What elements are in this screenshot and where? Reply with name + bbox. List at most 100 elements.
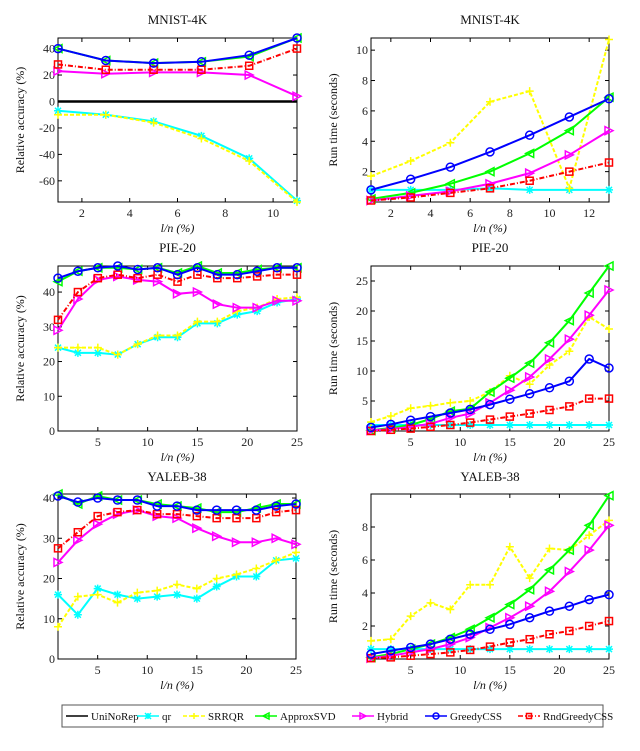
circle-marker (366, 185, 376, 195)
plus-marker (101, 110, 110, 119)
asterisk-marker (367, 645, 375, 654)
square-marker (604, 616, 614, 626)
circle-marker (505, 619, 515, 630)
circle-marker (291, 499, 301, 509)
legend-box (61, 704, 604, 728)
circle-marker (465, 629, 475, 639)
x-tick-label: 10 (454, 435, 466, 449)
square-marker (192, 511, 202, 521)
series-GreedyCSS (53, 33, 302, 68)
circle-marker (73, 266, 83, 276)
x-tick-label: 10 (544, 206, 556, 220)
triangle-right-marker (211, 531, 223, 542)
circle-marker (152, 262, 163, 273)
asterisk-marker (565, 421, 574, 429)
asterisk-marker (585, 421, 594, 429)
y-axis-label: Relative accuracy (%) (13, 523, 27, 630)
square-marker (545, 630, 554, 639)
plus-marker (545, 544, 554, 553)
triangle-right-marker (445, 412, 457, 424)
circle-marker (172, 501, 182, 511)
triangle-right-marker (604, 125, 615, 136)
plus-marker (386, 412, 395, 420)
asterisk-marker (153, 592, 162, 601)
plus-marker (605, 35, 613, 44)
plus-marker (486, 580, 494, 589)
x-tick-label: 15 (191, 663, 203, 677)
circle-marker (251, 505, 262, 515)
triangle-right-marker (251, 537, 263, 548)
asterisk-marker (252, 572, 261, 581)
circle-marker (192, 262, 203, 273)
asterisk-marker (144, 712, 152, 720)
plus-marker (486, 97, 494, 106)
x-tick-label: 20 (553, 663, 565, 677)
y-tick-label: 0 (49, 652, 55, 666)
plus-marker (54, 622, 62, 631)
square-marker (149, 65, 158, 74)
series-SRRQR (54, 110, 301, 206)
triangle-left-marker (523, 357, 535, 369)
square-marker (93, 511, 102, 521)
square-marker (485, 642, 495, 651)
square-marker (505, 412, 515, 421)
x-tick-label: 10 (142, 435, 154, 449)
triangle-right-marker (272, 295, 283, 306)
asterisk-marker (173, 590, 181, 599)
asterisk-marker (466, 645, 475, 654)
legend-label: UniNoRep (91, 711, 139, 723)
square-marker (291, 505, 301, 515)
x-tick-label: 5 (95, 435, 101, 449)
y-tick-label: -60 (39, 174, 55, 188)
x-tick-label: 25 (290, 663, 302, 677)
y-tick-label: 40 (43, 42, 55, 56)
square-marker (604, 394, 614, 403)
triangle-right-marker (564, 149, 576, 161)
series-line (370, 97, 610, 191)
triangle-left-marker (583, 287, 594, 299)
legend: UniNoRep qr SRRQR ApproxSVD Hybrid GreedyCSS R… (61, 704, 613, 728)
triangle-right-marker (53, 557, 64, 568)
asterisk-marker (93, 348, 102, 357)
triangle-left-marker (261, 711, 270, 721)
y-tick-label: 4 (362, 134, 368, 148)
circle-marker (564, 601, 575, 611)
square-marker (386, 425, 396, 435)
plus-marker (367, 172, 375, 181)
chart-title: MNIST-4K (460, 12, 520, 27)
y-axis-label: Relative accuracy (%) (13, 67, 27, 174)
triangle-right-marker (192, 522, 203, 534)
chart-title: MNIST-4K (148, 12, 208, 27)
triangle-left-marker (563, 125, 575, 136)
circle-marker (196, 57, 207, 67)
triangle-right-marker (544, 586, 556, 597)
circle-marker (485, 147, 495, 157)
plus-marker (252, 564, 261, 573)
x-tick-label: 8 (222, 206, 228, 220)
y-tick-label: 8 (362, 520, 368, 534)
plus-marker (245, 157, 254, 165)
square-marker (584, 621, 594, 631)
triangle-right-marker (73, 293, 84, 305)
asterisk-marker (73, 610, 82, 619)
circle-marker (524, 389, 535, 399)
x-axis-label: l/n (%) (161, 450, 195, 464)
legend-entry-SRRQR: SRRQR (183, 711, 245, 723)
square-marker (525, 634, 534, 644)
square-marker (525, 712, 533, 720)
square-marker (133, 505, 142, 515)
circle-marker (172, 269, 183, 280)
circle-marker (524, 130, 535, 140)
chart-title: PIE-20 (472, 240, 509, 255)
circle-marker (405, 642, 416, 653)
plus-marker (605, 325, 613, 333)
triangle-left-marker (404, 187, 416, 199)
subplot-4: PIE-20 5 10 15 20 25 5 10 15 20 25 l/n (%) Run time … (326, 240, 615, 464)
triangle-right-marker (53, 325, 64, 336)
series-line (370, 357, 610, 429)
y-tick-label: 20 (43, 572, 55, 586)
y-tick-label: 8 (362, 74, 368, 88)
plus-marker (525, 380, 534, 389)
square-marker (366, 653, 376, 663)
